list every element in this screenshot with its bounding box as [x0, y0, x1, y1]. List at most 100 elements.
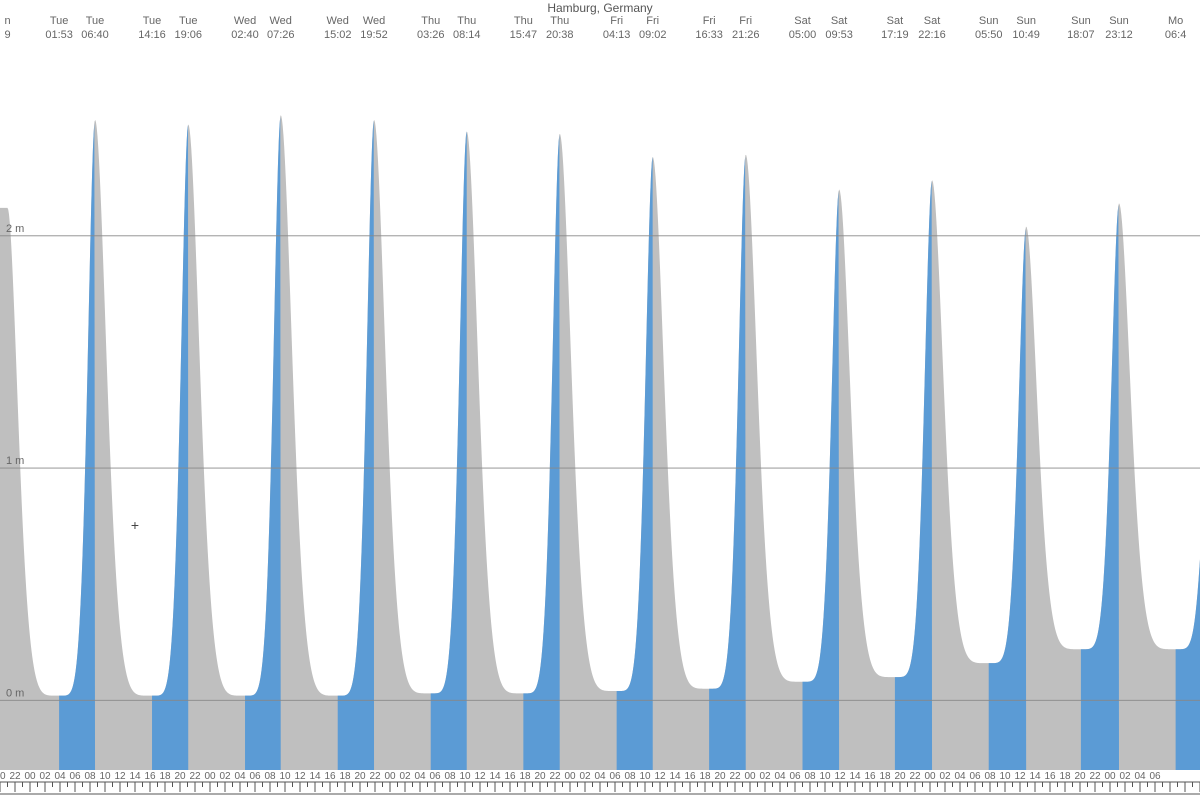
x-tick-label: 14: [1029, 771, 1041, 782]
x-tick-label: 18: [1059, 771, 1071, 782]
x-tick-label: 22: [9, 771, 21, 782]
x-tick-label: 08: [444, 771, 456, 782]
top-label-day: Sat: [794, 15, 811, 27]
x-tick-label: 08: [264, 771, 276, 782]
top-label-day: Thu: [514, 15, 533, 27]
top-label-time: 17:19: [881, 29, 909, 41]
x-tick-label: 16: [1044, 771, 1056, 782]
top-label-day: Sun: [1109, 15, 1129, 27]
x-tick-label: 06: [249, 771, 261, 782]
top-label-time: 09:02: [639, 29, 667, 41]
x-tick-label: 20: [1074, 771, 1086, 782]
x-tick-label: 02: [579, 771, 591, 782]
x-tick-label: 10: [819, 771, 831, 782]
x-tick-label: 18: [159, 771, 171, 782]
x-tick-label: 06: [69, 771, 81, 782]
x-tick-label: 22: [1089, 771, 1101, 782]
top-label-day: Wed: [327, 15, 349, 27]
top-label-day: Fri: [739, 15, 752, 27]
x-tick-label: 02: [759, 771, 771, 782]
top-label-time: 20:38: [546, 29, 574, 41]
x-tick-label: 18: [879, 771, 891, 782]
marker-icon: +: [131, 517, 139, 533]
x-tick-label: 04: [954, 771, 966, 782]
top-label-day: Sun: [979, 15, 999, 27]
x-tick-label: 22: [189, 771, 201, 782]
top-label-time: 06:4: [1165, 29, 1186, 41]
top-label-time: 06:40: [81, 29, 109, 41]
top-label-day: Fri: [646, 15, 659, 27]
top-label-time: 15:47: [510, 29, 538, 41]
x-tick-label: 02: [39, 771, 51, 782]
top-label-time: 02:40: [231, 29, 259, 41]
x-tick-label: 14: [489, 771, 501, 782]
x-tick-label: 08: [84, 771, 96, 782]
top-label-time: 15:02: [324, 29, 352, 41]
top-label-day: Tue: [86, 15, 105, 27]
top-label-day: Thu: [421, 15, 440, 27]
x-tick-label: 00: [1104, 771, 1116, 782]
x-tick-label: 02: [1119, 771, 1131, 782]
x-tick-label: 00: [744, 771, 756, 782]
x-tick-label: 06: [1149, 771, 1161, 782]
x-tick-label: 02: [939, 771, 951, 782]
x-tick-label: 08: [804, 771, 816, 782]
top-label-day: Sun: [1071, 15, 1091, 27]
y-axis-label: 0 m: [6, 687, 24, 699]
top-label-time: 10:49: [1012, 29, 1040, 41]
top-label-time: 01:53: [45, 29, 73, 41]
top-label-day: Wed: [234, 15, 256, 27]
top-label-time: 16:33: [695, 29, 723, 41]
top-label-time: 22:16: [918, 29, 946, 41]
x-tick-label: 20: [174, 771, 186, 782]
x-tick-label: 22: [909, 771, 921, 782]
x-tick-label: 22: [549, 771, 561, 782]
top-label-day: Tue: [143, 15, 162, 27]
x-tick-label: 12: [474, 771, 486, 782]
top-label-day: Sat: [924, 15, 941, 27]
top-label-time: 07:26: [267, 29, 295, 41]
x-tick-label: 16: [684, 771, 696, 782]
x-tick-label: 02: [219, 771, 231, 782]
x-tick-label: 12: [294, 771, 306, 782]
tide-chart: 0 m1 m2 mHamburg, Germanyn9Tue01:53Tue06…: [0, 0, 1200, 800]
x-tick-label: 20: [894, 771, 906, 782]
x-tick-label: 14: [129, 771, 141, 782]
top-label-time: 05:50: [975, 29, 1003, 41]
top-label-day: Tue: [179, 15, 198, 27]
x-tick-label: 08: [624, 771, 636, 782]
x-tick-label: 18: [699, 771, 711, 782]
top-label-day: Wed: [270, 15, 292, 27]
y-axis-label: 2 m: [6, 223, 24, 235]
x-tick-label: 16: [144, 771, 156, 782]
top-label-time: 23:12: [1105, 29, 1133, 41]
top-label-time: 08:14: [453, 29, 481, 41]
x-tick-label: 20: [354, 771, 366, 782]
top-label-day: Thu: [457, 15, 476, 27]
top-label-day: Sun: [1016, 15, 1036, 27]
top-label-time: 21:26: [732, 29, 760, 41]
x-tick-label: 22: [729, 771, 741, 782]
x-tick-label: 02: [399, 771, 411, 782]
top-label-day: Mo: [1168, 15, 1183, 27]
x-tick-label: 18: [339, 771, 351, 782]
x-tick-label: 00: [384, 771, 396, 782]
x-tick-label: 10: [279, 771, 291, 782]
x-tick-label: 04: [234, 771, 246, 782]
x-tick-label: 04: [594, 771, 606, 782]
x-tick-label: 00: [564, 771, 576, 782]
x-tick-label: 04: [1134, 771, 1146, 782]
x-tick-label: 10: [999, 771, 1011, 782]
top-label-day: n: [4, 15, 10, 27]
x-tick-label: 18: [519, 771, 531, 782]
x-tick-label: 22: [369, 771, 381, 782]
top-label-time: 19:06: [174, 29, 202, 41]
x-tick-label: 10: [459, 771, 471, 782]
x-tick-label: 14: [669, 771, 681, 782]
x-tick-label: 20: [0, 771, 6, 782]
x-tick-label: 20: [534, 771, 546, 782]
top-label-day: Wed: [363, 15, 385, 27]
x-tick-label: 04: [414, 771, 426, 782]
top-label-day: Tue: [50, 15, 69, 27]
top-label-time: 9: [4, 29, 10, 41]
